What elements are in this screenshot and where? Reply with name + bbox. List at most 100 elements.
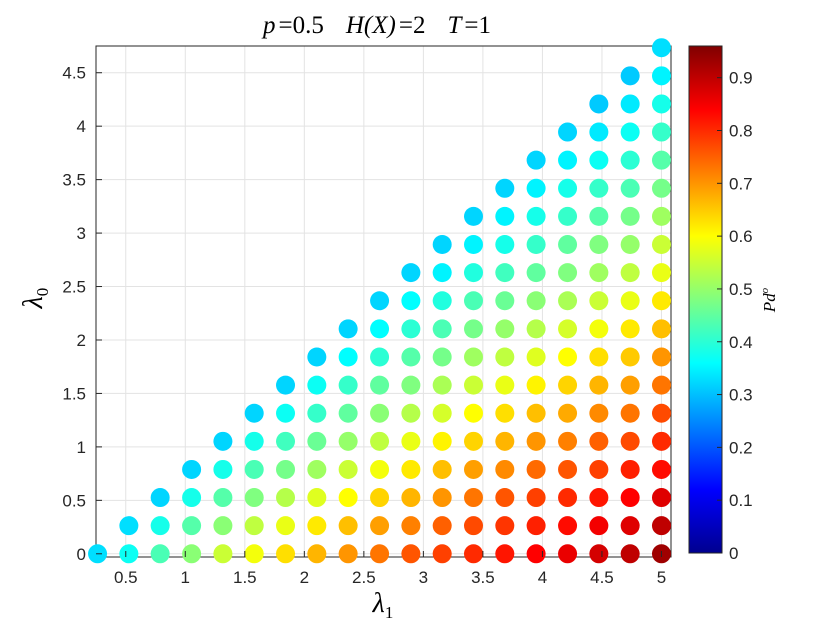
data-point	[401, 488, 421, 508]
data-point	[432, 375, 452, 395]
data-point	[558, 263, 578, 283]
data-point	[307, 431, 327, 451]
data-point	[526, 516, 546, 536]
data-point	[307, 347, 327, 367]
colorbar-tick-label: 0.7	[729, 174, 753, 193]
data-point	[526, 291, 546, 311]
data-point	[620, 459, 640, 479]
y-tick-label: 2.5	[62, 278, 86, 297]
data-point	[338, 488, 358, 508]
colorbar-tick-label: 0.8	[729, 122, 753, 141]
data-point	[589, 459, 609, 479]
data-point	[651, 459, 671, 479]
data-point	[244, 459, 264, 479]
data-point	[370, 291, 390, 311]
data-point	[401, 403, 421, 423]
data-point	[651, 178, 671, 198]
data-point	[620, 544, 640, 564]
x-tick-label: 3	[419, 568, 428, 587]
data-point	[276, 375, 296, 395]
data-point	[526, 347, 546, 367]
data-point	[495, 347, 515, 367]
data-point	[401, 347, 421, 367]
data-point	[307, 516, 327, 536]
colorbar-tick-label: 0.3	[729, 386, 753, 405]
data-point	[558, 319, 578, 339]
data-point	[589, 206, 609, 226]
x-axis-label: λ1	[372, 588, 394, 622]
data-point	[495, 459, 515, 479]
data-point	[338, 375, 358, 395]
x-tick-label: 0.5	[114, 568, 138, 587]
data-point	[526, 263, 546, 283]
data-point	[370, 319, 390, 339]
data-point	[464, 319, 483, 339]
data-point	[651, 431, 671, 451]
data-point	[526, 206, 546, 226]
data-point	[620, 150, 640, 170]
data-point	[526, 403, 546, 423]
data-point	[620, 66, 640, 86]
data-point	[620, 375, 640, 395]
data-point	[370, 347, 390, 367]
data-point	[651, 291, 671, 311]
data-point	[370, 488, 390, 508]
y-tick-label: 0.5	[62, 491, 86, 510]
data-point	[620, 122, 640, 142]
colorbar-tick-label: 0.5	[729, 280, 753, 299]
data-point	[620, 178, 640, 198]
x-tick-label: 2	[300, 568, 309, 587]
data-point	[620, 431, 640, 451]
data-point	[651, 488, 671, 508]
data-point	[276, 488, 296, 508]
data-point	[432, 263, 452, 283]
y-tick-label: 4	[77, 117, 86, 136]
data-point	[150, 488, 170, 508]
data-point	[558, 488, 578, 508]
y-axis-ticks: 0 0.5 1 1.5 2 2.5 3 3.5 4 4.5	[62, 64, 102, 564]
data-point	[651, 263, 671, 283]
data-point	[558, 516, 578, 536]
data-point	[526, 544, 546, 564]
data-point	[495, 235, 515, 255]
data-point	[620, 319, 640, 339]
data-point	[589, 291, 609, 311]
data-point	[370, 375, 390, 395]
data-point	[401, 263, 421, 283]
x-tick-label: 4	[538, 568, 547, 587]
data-point	[651, 516, 671, 536]
data-point	[307, 403, 327, 423]
data-point	[307, 488, 327, 508]
data-point	[370, 516, 390, 536]
data-point	[338, 459, 358, 479]
data-point	[213, 459, 233, 479]
data-point	[495, 263, 515, 283]
data-point	[620, 347, 640, 367]
data-point	[495, 178, 515, 198]
data-point	[558, 347, 578, 367]
data-point	[464, 544, 483, 564]
y-tick-label: 1	[77, 438, 86, 457]
data-point	[495, 291, 515, 311]
data-point	[620, 516, 640, 536]
data-point	[213, 544, 233, 564]
data-point	[651, 150, 671, 170]
data-point	[651, 206, 671, 226]
data-point	[589, 178, 609, 198]
data-point	[651, 403, 671, 423]
data-point	[464, 375, 483, 395]
data-point	[526, 488, 546, 508]
data-point	[150, 544, 170, 564]
data-point	[464, 263, 483, 283]
y-tick-label: 3.5	[62, 171, 86, 190]
data-point	[620, 235, 640, 255]
chart-title: p =0.5 H(X) =2 T =1	[261, 12, 491, 39]
data-point	[620, 403, 640, 423]
data-point	[589, 235, 609, 255]
data-point	[338, 544, 358, 564]
data-point	[307, 459, 327, 479]
data-point	[370, 431, 390, 451]
data-point	[558, 206, 578, 226]
data-point	[620, 206, 640, 226]
